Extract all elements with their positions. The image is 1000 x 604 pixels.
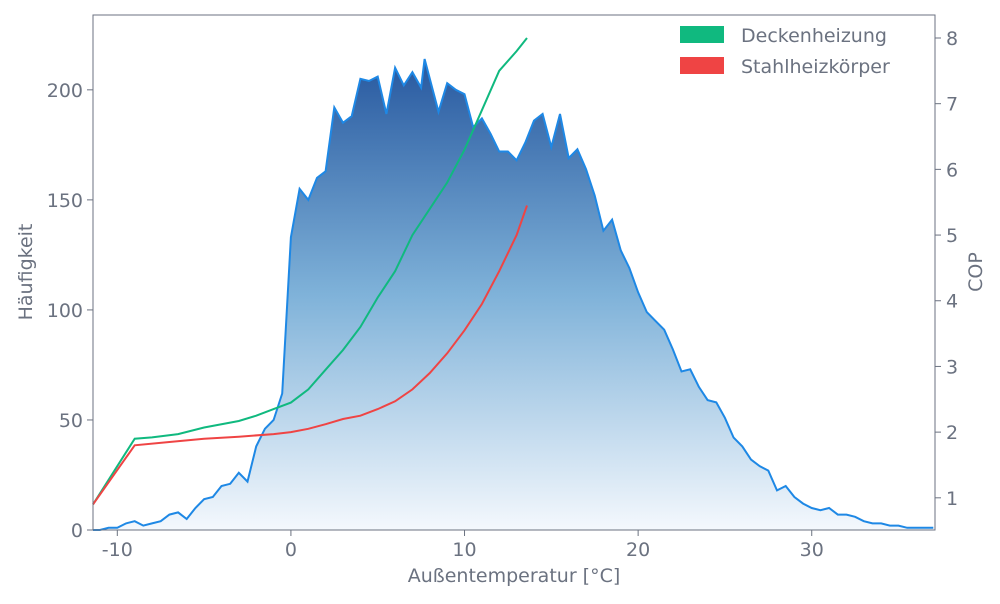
y2-tick-label: 2 [946, 422, 958, 444]
x-axis-label: Außentemperatur [°C] [408, 565, 621, 587]
area-fill [93, 59, 934, 530]
y-tick-label: 200 [47, 80, 83, 102]
y2-tick-label: 3 [946, 356, 958, 378]
y2-tick-label: 7 [946, 94, 958, 116]
x-tick-label: 0 [285, 539, 297, 561]
y-tick-label: 50 [59, 410, 83, 432]
legend-swatch [680, 26, 724, 43]
plot-frame [92, 14, 936, 531]
x-tick-label: -10 [102, 539, 133, 561]
y2-tick-label: 8 [946, 28, 958, 50]
y2-axis-label: COP [965, 252, 987, 292]
x-tick-label: 30 [800, 539, 824, 561]
legend-swatch [680, 57, 724, 74]
y2-tick-label: 6 [946, 159, 958, 181]
legend-label: Deckenheizung [741, 25, 887, 47]
cop-line [92, 205, 528, 505]
y-tick-label: 100 [47, 300, 83, 322]
y2-tick-label: 5 [946, 225, 958, 247]
x-tick-label: 10 [452, 539, 476, 561]
y-tick-label: 150 [47, 190, 83, 212]
x-tick-label: 20 [626, 539, 650, 561]
y2-tick-label: 1 [946, 488, 958, 510]
area-line [93, 58, 934, 531]
cop-line [92, 37, 528, 505]
y-axis-label: Häufigkeit [15, 224, 37, 321]
y2-tick-label: 4 [946, 291, 958, 313]
legend-label: Stahlheizkörper [741, 56, 890, 78]
y-tick-label: 0 [71, 520, 83, 542]
